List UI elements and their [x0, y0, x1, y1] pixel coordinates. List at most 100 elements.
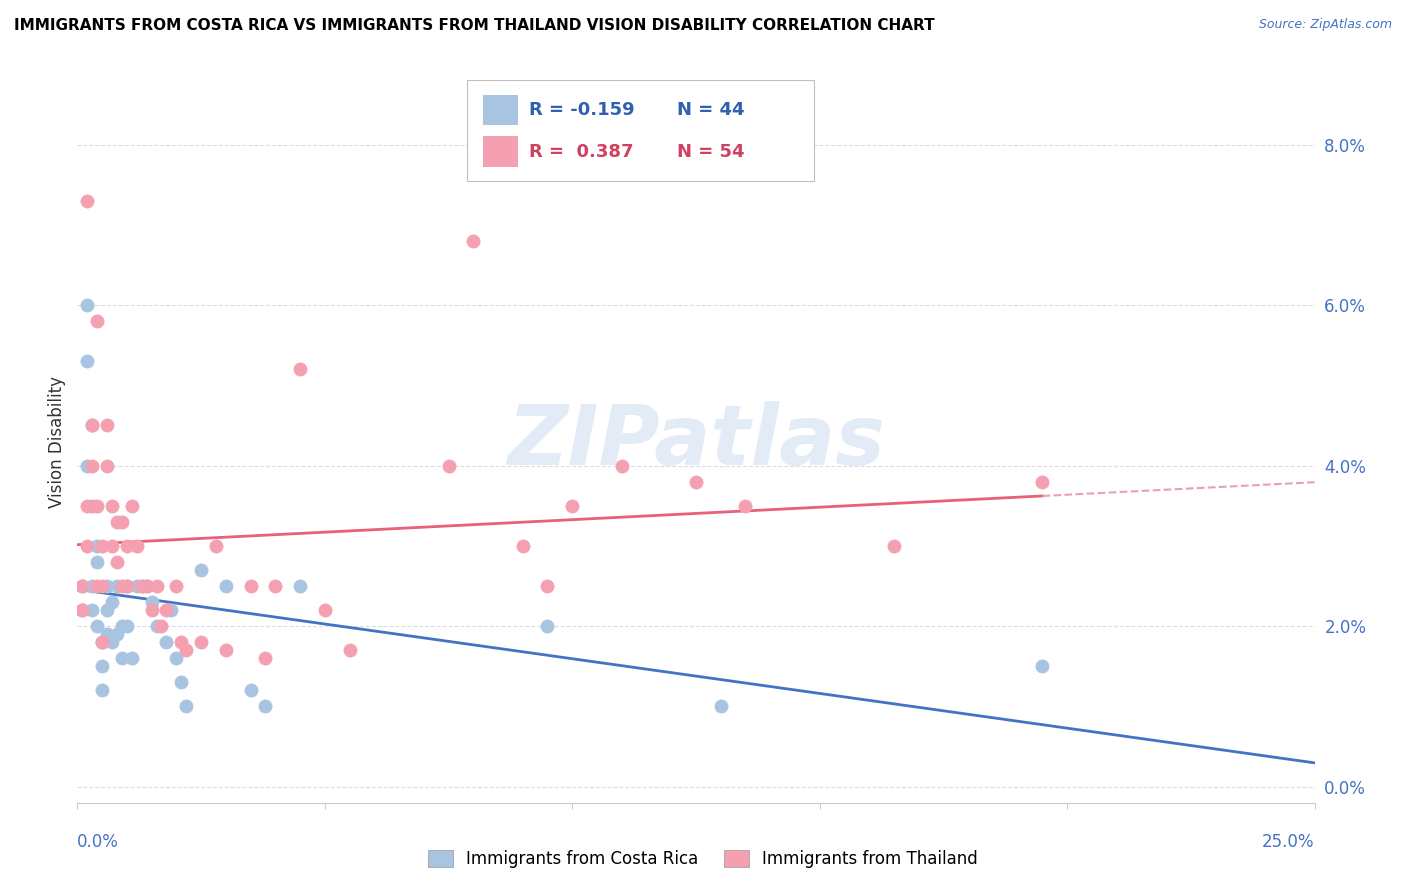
- Point: [170, 675, 193, 690]
- Text: N = 44: N = 44: [678, 101, 745, 120]
- Point: [155, 603, 177, 617]
- Point: [1031, 475, 1053, 489]
- Point: [170, 635, 193, 649]
- Point: [91, 579, 114, 593]
- Point: [165, 579, 187, 593]
- Point: [91, 659, 114, 673]
- Point: [111, 515, 134, 529]
- Point: [710, 699, 733, 714]
- Point: [150, 619, 173, 633]
- Point: [101, 635, 124, 649]
- Point: [101, 539, 124, 553]
- Point: [96, 458, 118, 473]
- Point: [82, 418, 104, 433]
- Point: [96, 603, 118, 617]
- Point: [512, 539, 534, 553]
- Point: [339, 643, 361, 657]
- Point: [76, 354, 98, 368]
- Point: [115, 539, 138, 553]
- Point: [72, 579, 94, 593]
- Text: R = -0.159: R = -0.159: [529, 101, 634, 120]
- Text: IMMIGRANTS FROM COSTA RICA VS IMMIGRANTS FROM THAILAND VISION DISABILITY CORRELA: IMMIGRANTS FROM COSTA RICA VS IMMIGRANTS…: [14, 18, 935, 33]
- Point: [91, 683, 114, 698]
- Point: [155, 635, 177, 649]
- Point: [174, 699, 197, 714]
- Point: [96, 579, 118, 593]
- Point: [254, 699, 277, 714]
- Point: [125, 579, 148, 593]
- FancyBboxPatch shape: [484, 95, 517, 126]
- Point: [288, 579, 311, 593]
- Point: [135, 579, 157, 593]
- Point: [101, 499, 124, 513]
- Point: [76, 539, 98, 553]
- Point: [115, 619, 138, 633]
- Point: [536, 579, 558, 593]
- Point: [96, 627, 118, 641]
- Point: [121, 499, 143, 513]
- Point: [883, 539, 905, 553]
- Point: [190, 563, 212, 577]
- Text: 25.0%: 25.0%: [1263, 833, 1315, 851]
- Point: [264, 579, 287, 593]
- Point: [82, 603, 104, 617]
- Point: [91, 539, 114, 553]
- Point: [115, 579, 138, 593]
- Point: [111, 619, 134, 633]
- FancyBboxPatch shape: [484, 136, 517, 167]
- Point: [82, 418, 104, 433]
- Point: [1031, 659, 1053, 673]
- Point: [239, 579, 262, 593]
- Point: [86, 555, 108, 569]
- Point: [205, 539, 228, 553]
- Point: [105, 555, 128, 569]
- Point: [437, 458, 460, 473]
- Point: [105, 579, 128, 593]
- Point: [174, 643, 197, 657]
- Point: [76, 458, 98, 473]
- Point: [215, 643, 238, 657]
- Point: [239, 683, 262, 698]
- Point: [131, 579, 153, 593]
- FancyBboxPatch shape: [467, 80, 814, 181]
- Point: [76, 194, 98, 208]
- Point: [254, 651, 277, 665]
- Point: [145, 619, 167, 633]
- Point: [121, 651, 143, 665]
- Point: [72, 603, 94, 617]
- Point: [86, 499, 108, 513]
- Point: [86, 619, 108, 633]
- Point: [561, 499, 583, 513]
- Point: [141, 595, 163, 609]
- Point: [314, 603, 336, 617]
- Y-axis label: Vision Disability: Vision Disability: [48, 376, 66, 508]
- Point: [101, 595, 124, 609]
- Point: [215, 579, 238, 593]
- Point: [76, 298, 98, 312]
- Point: [82, 579, 104, 593]
- Point: [82, 458, 104, 473]
- Point: [536, 619, 558, 633]
- Point: [135, 579, 157, 593]
- Point: [115, 579, 138, 593]
- Point: [111, 579, 134, 593]
- Point: [105, 627, 128, 641]
- Point: [86, 314, 108, 328]
- Point: [111, 651, 134, 665]
- Legend: Immigrants from Costa Rica, Immigrants from Thailand: Immigrants from Costa Rica, Immigrants f…: [422, 843, 984, 875]
- Text: 0.0%: 0.0%: [77, 833, 120, 851]
- Point: [288, 362, 311, 376]
- Text: N = 54: N = 54: [678, 143, 745, 161]
- Point: [141, 603, 163, 617]
- Point: [91, 635, 114, 649]
- Point: [463, 234, 485, 248]
- Point: [125, 539, 148, 553]
- Point: [105, 515, 128, 529]
- Point: [76, 499, 98, 513]
- Point: [190, 635, 212, 649]
- Point: [91, 635, 114, 649]
- Point: [685, 475, 707, 489]
- Point: [96, 418, 118, 433]
- Point: [86, 579, 108, 593]
- Point: [131, 579, 153, 593]
